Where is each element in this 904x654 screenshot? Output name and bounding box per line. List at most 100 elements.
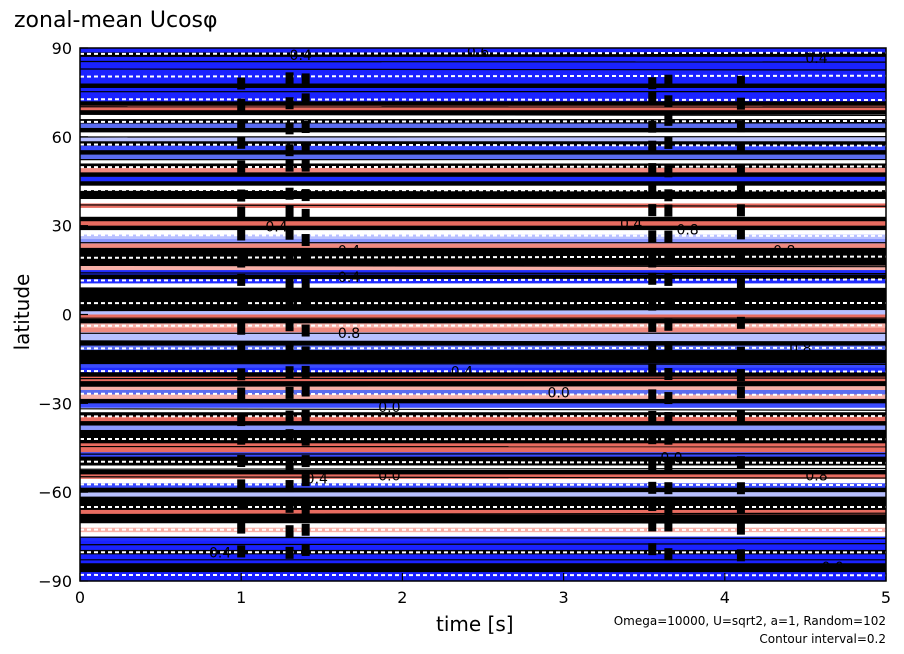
contour-cluster [237,273,246,286]
shaded-band [80,469,886,475]
contour-line [80,278,886,282]
shaded-band [80,221,886,227]
shaded-band [80,332,886,338]
shaded-band [80,541,886,546]
shaded-band [80,563,886,569]
shaded-band [80,150,886,156]
contour-cluster [664,341,673,354]
contour-cluster [301,93,310,106]
contour-line [80,408,886,411]
shaded-band [80,407,886,413]
contour-line [80,543,886,546]
shaded-band [80,105,886,111]
shaded-band [80,465,886,471]
shaded-band [80,350,886,355]
shaded-band [80,56,886,62]
shaded-band [80,372,886,378]
contour-line [80,150,886,153]
contour-cluster [736,227,745,240]
shaded-band [80,212,886,218]
contour-cluster [237,77,246,90]
contour-cluster [237,521,246,534]
shaded-band [80,181,886,187]
contour-cluster [664,204,673,217]
contour-cluster [648,140,657,153]
contour-cluster [237,497,246,510]
contour-cluster [301,234,310,247]
chart-title: zonal-mean Ucosφ [14,8,218,33]
contour-cluster [301,346,310,359]
contour-cluster [648,272,657,285]
contour-cluster [736,386,745,399]
contour-cluster [237,455,246,468]
shaded-band [80,478,886,484]
y-tick-label: −30 [38,394,72,413]
contour-cluster [285,122,294,135]
contour-cluster [285,227,294,240]
shaded-band [80,119,886,125]
contour-cluster [736,522,745,535]
contour-cluster [648,298,657,311]
contour-cluster [301,474,310,487]
contour-cluster [664,273,673,286]
contour-cluster [664,392,673,405]
contour-cluster [285,410,294,423]
shaded-band [80,154,886,160]
shaded-band [80,545,886,551]
contour-cluster [664,548,673,561]
contour-cluster [285,459,294,472]
shaded-band [80,167,886,173]
contour-line [80,98,886,102]
shaded-band [80,403,886,409]
contour-cluster [736,75,745,88]
contour-label: 0.4 [209,545,231,561]
x-axis-label: time [s] [436,612,514,636]
contour-line [80,308,886,312]
contour-line [80,521,886,524]
contour-line [80,218,886,221]
contour-cluster [664,165,673,178]
contour-cluster [285,525,294,538]
y-tick-label: 0 [62,306,72,325]
contour-cluster [736,369,745,382]
contour-cluster [237,189,246,202]
shaded-band [80,141,886,147]
contour-cluster [648,519,657,532]
shaded-band [80,318,886,324]
shaded-band [80,554,886,560]
contour-cluster [285,251,294,264]
contour-label: 0.0 [378,468,400,484]
contour-line [80,188,886,192]
contour-line [80,370,886,373]
shaded-band [80,176,886,182]
contour-line [80,51,886,55]
contour-line [80,429,886,433]
shaded-band [80,501,886,506]
contour-line [80,204,886,207]
y-tick-label: −90 [38,572,72,591]
contour-label: 0.4 [290,48,312,64]
x-tick-label: 5 [881,588,891,607]
shaded-band [80,132,886,138]
shaded-band [80,87,886,93]
contour-line [80,346,886,350]
contour-label: 0.8 [789,341,811,357]
shaded-band [80,230,886,236]
shaded-band [80,274,886,280]
contour-cluster [648,163,657,176]
contour-line [80,384,886,387]
shaded-band [80,79,886,85]
shaded-band [80,523,886,529]
shaded-band [80,61,886,67]
contour-cluster [648,543,657,556]
contour-cluster [301,189,310,202]
contour-cluster [301,324,310,337]
contour-cluster [648,342,657,355]
contour-line [80,498,886,501]
shaded-band [80,390,886,395]
shaded-band [80,238,886,244]
shaded-band [80,421,886,427]
contour-cluster [664,230,673,243]
contour-cluster [237,322,246,335]
contour-cluster [648,499,657,512]
